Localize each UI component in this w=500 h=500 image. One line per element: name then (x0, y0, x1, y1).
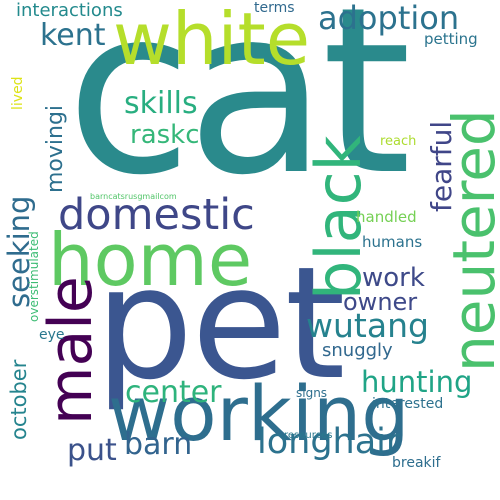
word-hunting: hunting (361, 365, 473, 399)
word-resources: resources (284, 430, 333, 441)
word-longhair: longhair (257, 422, 401, 462)
word-humans: humans (362, 233, 423, 251)
word-kent: kent (40, 18, 106, 53)
word-pet: pet (95, 233, 346, 414)
word-breakif: breakif (392, 455, 441, 471)
word-white: white (113, 0, 311, 81)
word-adoption: adoption (318, 0, 460, 37)
word-barncatsrusgmailcom: barncatsrusgmailcom (90, 192, 177, 201)
word-eye: eye (39, 327, 65, 343)
word-interactions: interactions (16, 0, 123, 21)
word-interested: interested (372, 396, 444, 412)
word-cat: cat (66, 0, 412, 226)
word-put: put (67, 433, 117, 468)
word-skills: skills (124, 86, 198, 121)
word-fearful: fearful (425, 120, 458, 212)
word-work: work (362, 263, 425, 293)
word-snuggly: snuggly (322, 340, 393, 361)
word-petting: petting (424, 30, 478, 48)
word-domestic: domestic (58, 190, 255, 240)
word-october: october (7, 359, 31, 440)
word-overstimulated: overstimulated (27, 231, 41, 322)
word-lived: lived (10, 76, 26, 110)
word-owner: owner (343, 288, 418, 316)
word-home: home (48, 218, 253, 302)
word-center: center (125, 375, 222, 410)
word-barn: barn (124, 427, 193, 462)
word-handled: handled (356, 208, 417, 226)
word-terms: terms (254, 0, 295, 16)
word-raskc: raskc (130, 120, 200, 150)
word-working: working (108, 369, 410, 458)
word-movingi: movingi (43, 104, 68, 193)
word-wutang: wutang (306, 306, 429, 345)
word-male: male (36, 276, 106, 425)
word-reach: reach (380, 134, 417, 149)
word-signs: signs (296, 386, 328, 400)
